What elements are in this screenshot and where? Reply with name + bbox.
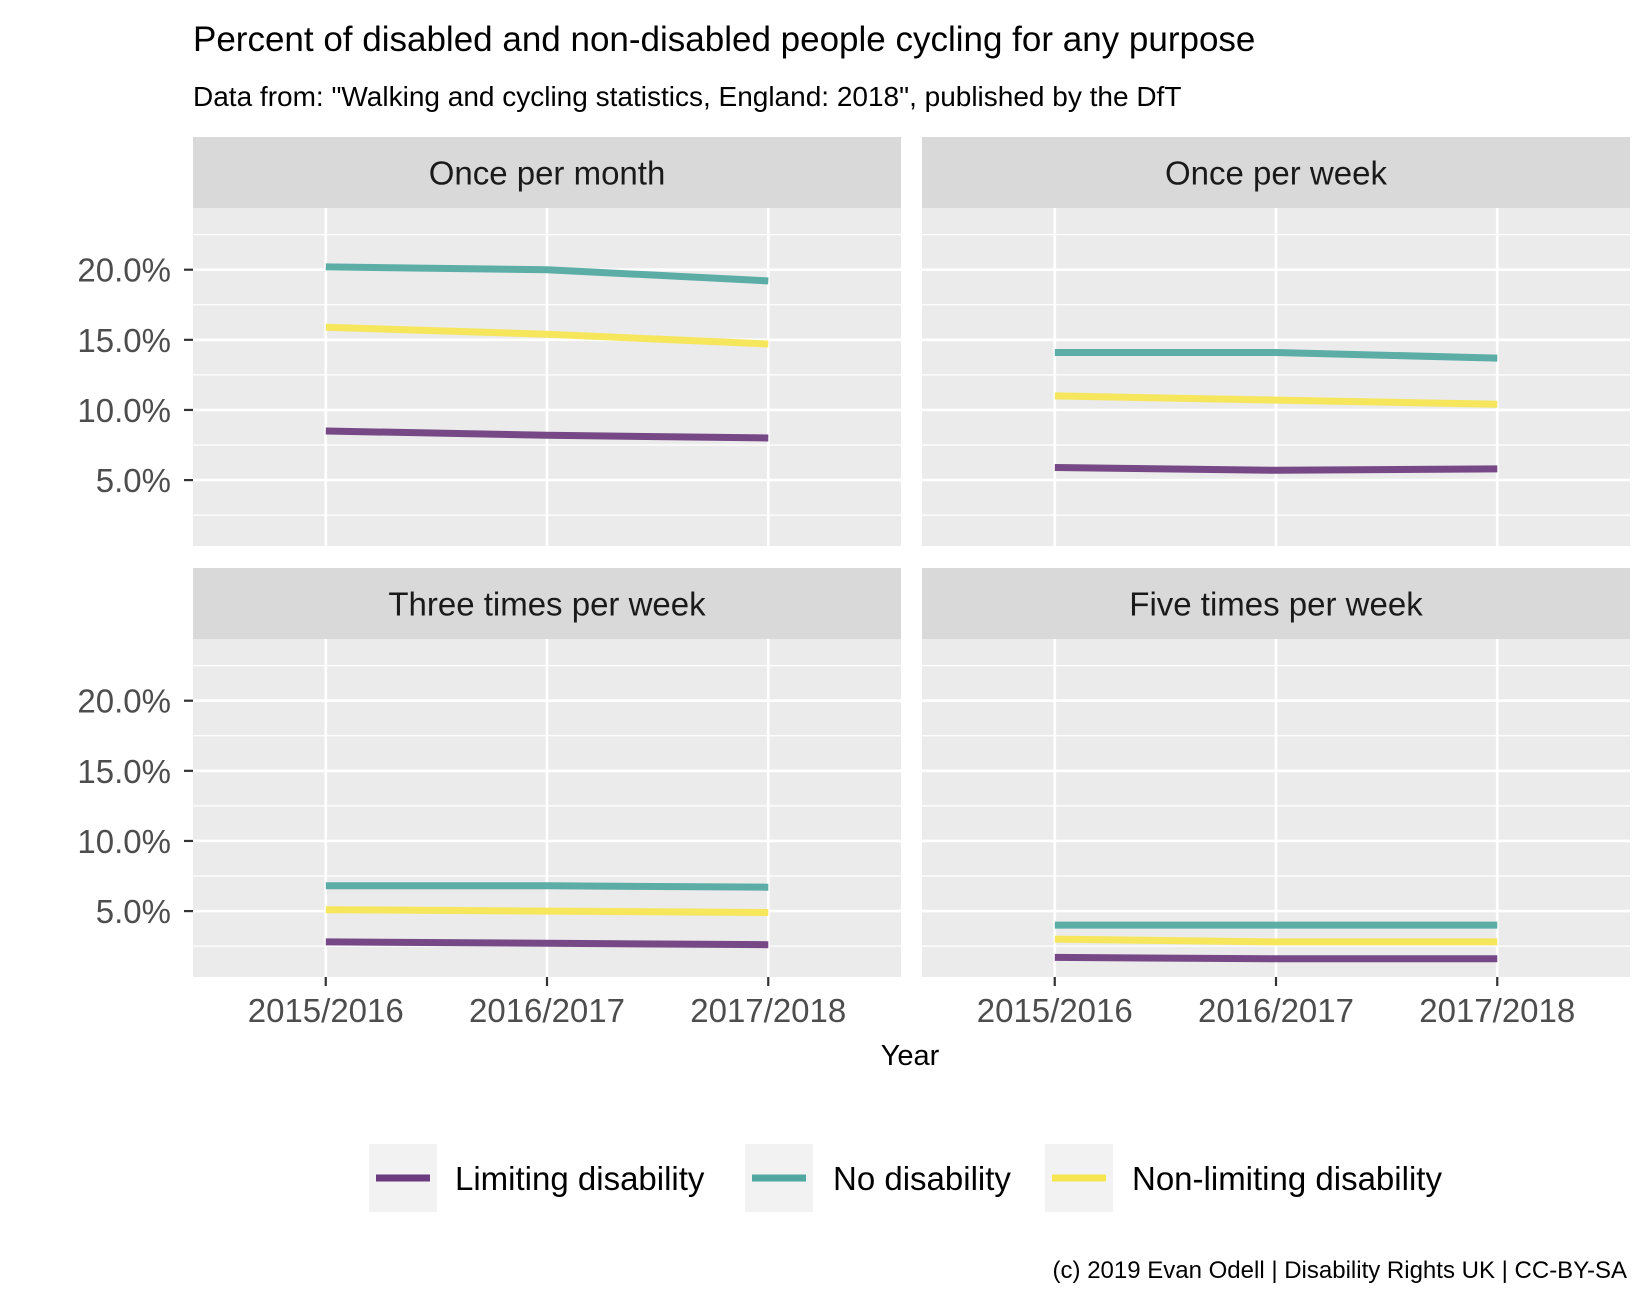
facet-strip xyxy=(922,137,1630,208)
series-line-limiting-disability xyxy=(325,427,769,442)
series-line-no-disability xyxy=(325,882,769,891)
x-tick-label: 2015/2016 xyxy=(977,992,1133,1029)
chart-caption: (c) 2019 Evan Odell | Disability Rights … xyxy=(1053,1257,1627,1284)
panel-once-per-month: Once per month 5.0% 10.0% 15.0% 20.0% xyxy=(77,137,901,546)
series-line-non-limiting-disability xyxy=(1054,392,1498,408)
x-tick-label: 2016/2017 xyxy=(1198,992,1354,1029)
legend-item-non-limiting-disability: Non-limiting disability xyxy=(1045,1144,1442,1212)
y-tick-label: 20.0% xyxy=(77,252,171,289)
x-tick-label: 2016/2017 xyxy=(469,992,625,1029)
series-line-non-limiting-disability xyxy=(325,323,769,348)
legend-label: No disability xyxy=(833,1160,1011,1197)
y-tick-label: 20.0% xyxy=(77,683,171,720)
chart-subtitle: Data from: "Walking and cycling statisti… xyxy=(193,81,1181,112)
x-tick-label: 2015/2016 xyxy=(248,992,404,1029)
y-tick-label: 5.0% xyxy=(96,893,171,930)
facet-strip-label: Five times per week xyxy=(1129,586,1423,623)
panel-three-times-per-week: Three times per week 5.0% 10.0% 15.0% 20.0% 2… xyxy=(77,568,901,1029)
facet-strip xyxy=(922,568,1630,639)
x-axis-title: Year xyxy=(881,1040,940,1072)
series-line-no-disability xyxy=(325,263,769,285)
legend: Limiting disability No disability Non-limi… xyxy=(369,1144,1442,1212)
panel-once-per-week: Once per week xyxy=(922,137,1630,546)
legend-item-limiting-disability: Limiting disability xyxy=(369,1144,705,1212)
x-tick-label: 2017/2018 xyxy=(690,992,846,1029)
series-line-limiting-disability xyxy=(1054,953,1498,963)
series-line-limiting-disability xyxy=(1054,464,1498,474)
panel-five-times-per-week: Five times per week 2015/2016 2016/2017 201… xyxy=(922,568,1630,1029)
series-line-non-limiting-disability xyxy=(325,906,769,916)
legend-item-no-disability: No disability xyxy=(745,1144,1011,1212)
series-line-non-limiting-disability xyxy=(1054,935,1498,946)
facet-strip-label: Three times per week xyxy=(388,586,706,623)
y-tick-label: 10.0% xyxy=(77,392,171,429)
y-tick-label: 10.0% xyxy=(77,823,171,860)
y-tick-label: 5.0% xyxy=(96,462,171,499)
y-tick-label: 15.0% xyxy=(77,322,171,359)
facet-strip-label: Once per week xyxy=(1165,155,1387,192)
chart-title: Percent of disabled and non-disabled peo… xyxy=(193,20,1255,59)
legend-label: Limiting disability xyxy=(455,1160,705,1197)
y-tick-label: 15.0% xyxy=(77,753,171,790)
series-line-no-disability xyxy=(1054,349,1498,362)
facet-strip xyxy=(193,137,901,208)
series-line-limiting-disability xyxy=(325,938,769,949)
facet-strip-label: Once per month xyxy=(429,155,666,192)
legend-label: Non-limiting disability xyxy=(1132,1160,1442,1197)
x-tick-label: 2017/2018 xyxy=(1419,992,1575,1029)
facet-strip xyxy=(193,568,901,639)
